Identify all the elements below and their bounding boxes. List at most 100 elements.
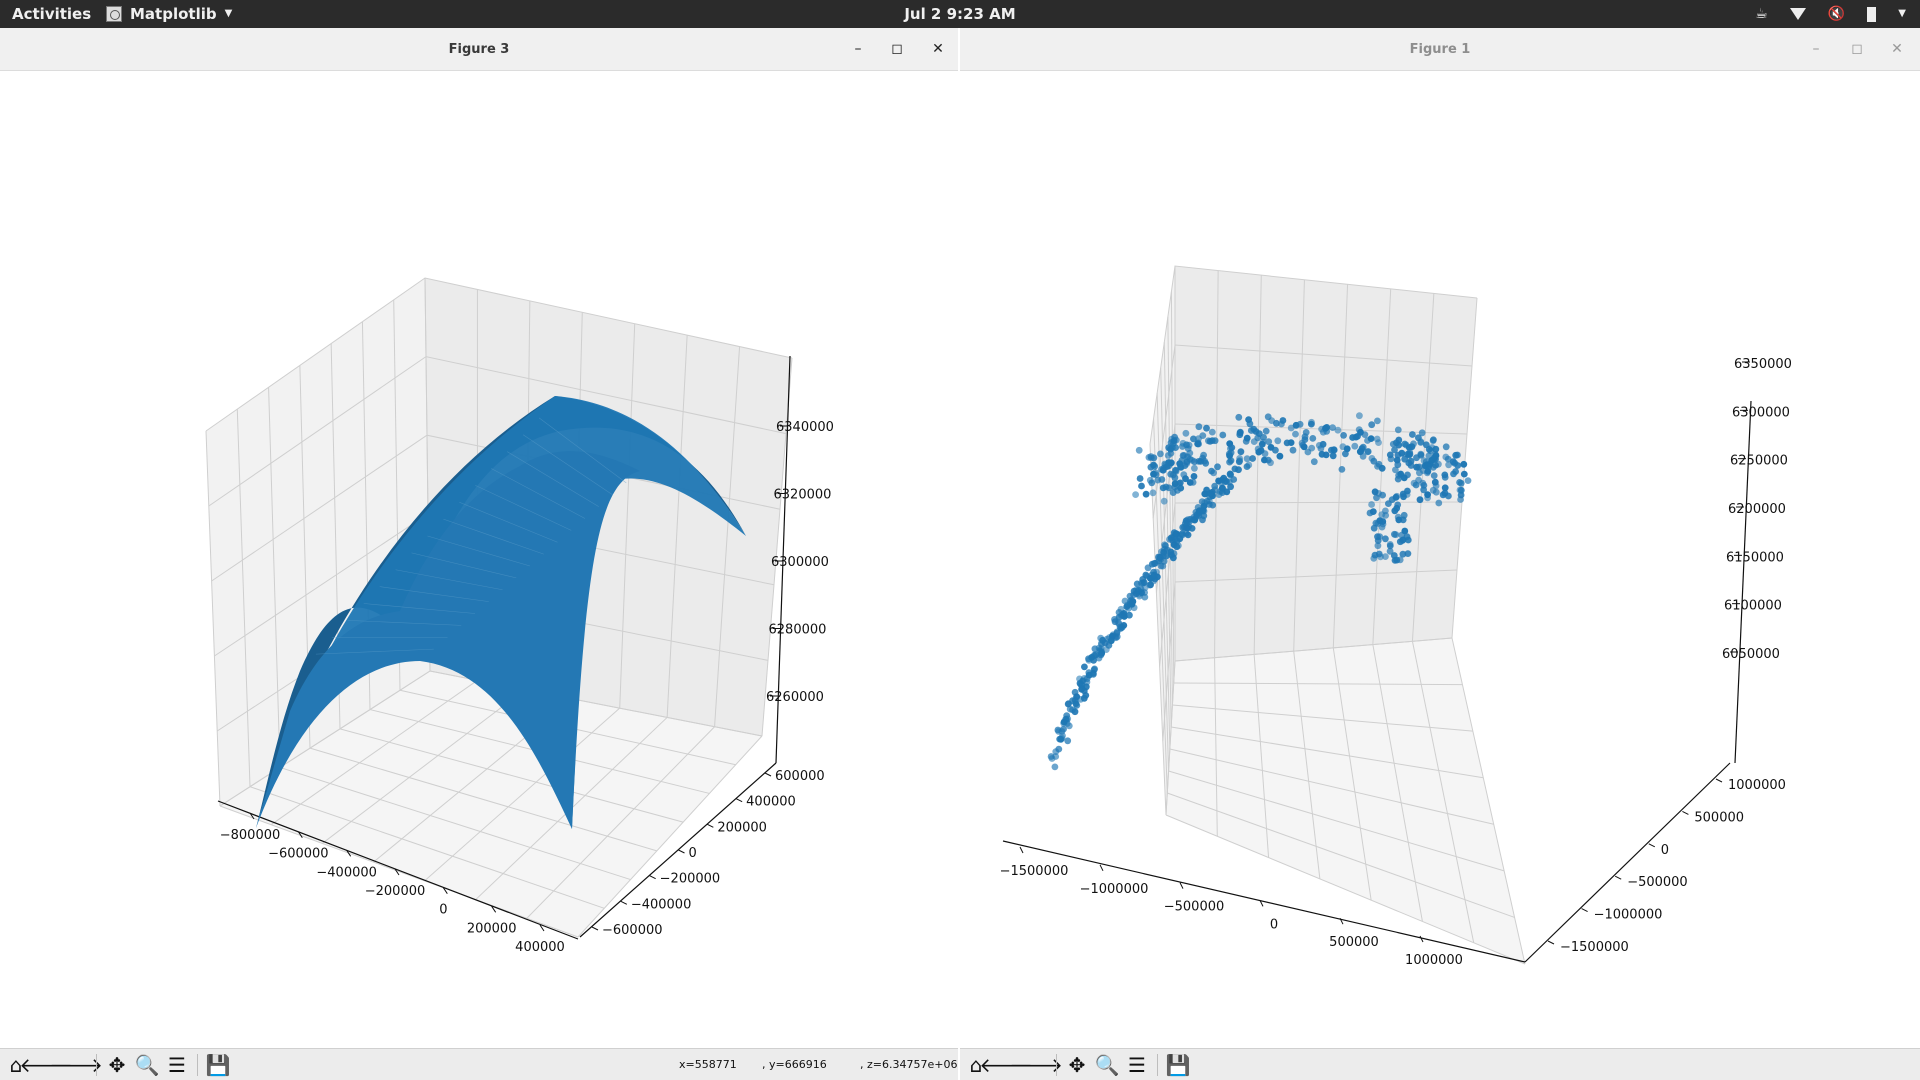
figure-1-canvas[interactable]: −1500000 −1000000 −500000 0 500000 1000000 100…	[960, 71, 1920, 1049]
zoom-icon[interactable]: 🔍	[134, 1053, 160, 1077]
coffee-icon[interactable]: ☕	[1755, 6, 1768, 22]
y-axis-tick-mark	[1715, 778, 1723, 783]
grid-line	[1293, 279, 1305, 652]
scatter-point	[1302, 429, 1310, 436]
scatter-point	[1368, 501, 1375, 508]
system-tray[interactable]: ☕ 🔇 ▼	[1755, 0, 1906, 28]
forward-arrow-icon[interactable]: 🡒	[49, 1053, 103, 1077]
grid-line	[1165, 637, 1453, 816]
chevron-down-icon[interactable]: ▼	[1898, 8, 1906, 19]
scatter-point	[1149, 489, 1157, 497]
grid-line	[1167, 316, 1173, 706]
app-menu[interactable]: Matplotlib ▼	[106, 0, 232, 28]
scatter-point	[1429, 463, 1437, 471]
scatter-point	[1424, 494, 1431, 502]
surface-plot-3d[interactable]: −800000 −600000 −400000 −200000 0 200000 40000…	[0, 71, 958, 1049]
window-titlebar[interactable]: Figure 1 – ◻ ✕	[960, 28, 1920, 71]
home-icon[interactable]: ⌂	[9, 1053, 23, 1077]
scatter-point	[1169, 471, 1177, 479]
activities-button[interactable]: Activities	[12, 5, 92, 23]
scatter-point	[1364, 448, 1372, 455]
grid-line	[1214, 657, 1218, 837]
coord-y-readout: , y=666916	[762, 1058, 827, 1071]
minimize-button[interactable]: –	[1812, 41, 1820, 57]
grid-line	[1169, 748, 1494, 825]
y-axis-tick-label: −400000	[631, 897, 692, 912]
scatter-point	[1351, 442, 1359, 450]
scatter-point	[1072, 700, 1080, 707]
scatter-point	[1148, 560, 1156, 568]
scatter-point	[1058, 734, 1066, 742]
scatter-point	[1113, 629, 1121, 637]
scatter-point	[1235, 413, 1243, 421]
maximize-button[interactable]: ◻	[1851, 41, 1863, 57]
figure-3-canvas[interactable]: −800000 −600000 −400000 −200000 0 200000 40000…	[0, 71, 958, 1049]
scatter-point	[1249, 455, 1256, 462]
scatter-point	[1120, 613, 1128, 620]
x-axis-tick-mark	[297, 831, 303, 838]
battery-icon[interactable]	[1867, 7, 1877, 22]
scatter-point	[1138, 482, 1145, 490]
zoom-icon[interactable]: 🔍	[1094, 1053, 1120, 1077]
scatter-point	[1394, 451, 1402, 459]
scatter-point	[1159, 466, 1167, 474]
scatter-point	[1435, 460, 1442, 468]
scatter-point	[1080, 675, 1088, 682]
scatter-point	[1190, 473, 1198, 480]
scatter-point	[1370, 524, 1378, 532]
scatter-point	[1116, 623, 1124, 631]
scatter-point	[1162, 542, 1169, 549]
x-axis-tick-label: 400000	[515, 940, 565, 955]
configure-subplots-icon[interactable]: ☰	[1128, 1053, 1146, 1077]
scatter-point	[1382, 553, 1389, 560]
scatter-point	[1405, 459, 1413, 467]
grid-line	[279, 766, 631, 881]
clock[interactable]: Jul 2 9:23 AM	[904, 5, 1016, 23]
save-icon[interactable]: 💾	[1165, 1053, 1191, 1077]
scatter-plot-3d[interactable]: −1500000 −1000000 −500000 0 500000 1000000 100…	[960, 71, 1920, 1049]
scatter-point	[1170, 437, 1178, 445]
scatter-point	[1243, 434, 1251, 442]
y-axis-tick-label: 400000	[746, 795, 796, 810]
pan-icon[interactable]: ✥	[108, 1053, 126, 1077]
scatter-point	[1395, 472, 1402, 479]
wifi-icon[interactable]	[1789, 8, 1806, 20]
close-button[interactable]: ✕	[1891, 41, 1903, 57]
scatter-point	[1219, 431, 1227, 439]
minimize-button[interactable]: –	[854, 41, 862, 57]
window-titlebar[interactable]: Figure 3 – ◻ ✕	[0, 28, 958, 71]
scatter-point	[1401, 527, 1409, 535]
scatter-point	[1195, 423, 1203, 431]
navigation-toolbar: ⌂ 🡐 🡒 ✥ 🔍 ☰ 💾	[960, 1048, 1920, 1080]
maximize-button[interactable]: ◻	[891, 41, 903, 57]
app-menu-label: Matplotlib	[130, 5, 217, 23]
scatter-point	[1176, 460, 1184, 468]
x-axis-tick-mark	[1019, 846, 1024, 854]
volume-muted-icon[interactable]: 🔇	[1827, 6, 1846, 22]
grid-line	[526, 726, 715, 919]
z-axis-line	[1734, 400, 1752, 764]
configure-subplots-icon[interactable]: ☰	[168, 1053, 186, 1077]
scatter-point	[1205, 501, 1213, 508]
grid-line	[1332, 647, 1372, 901]
scatter-point	[1182, 530, 1190, 537]
scatter-point	[1454, 451, 1461, 459]
grid-line	[1149, 265, 1478, 445]
surface-mesh-line	[427, 535, 531, 567]
home-icon[interactable]: ⌂	[969, 1053, 983, 1077]
scatter-point	[1202, 459, 1210, 467]
scatter-point	[1309, 435, 1317, 442]
forward-arrow-icon[interactable]: 🡒	[1009, 1053, 1063, 1077]
scatter-point	[1373, 435, 1381, 443]
y-axis-tick-mark	[1682, 810, 1689, 815]
x-axis-tick-mark	[1099, 864, 1104, 872]
pan-icon[interactable]: ✥	[1068, 1053, 1086, 1077]
save-icon[interactable]: 💾	[205, 1053, 231, 1077]
scatter-point	[1404, 471, 1411, 479]
scatter-point	[1374, 542, 1382, 550]
scatter-point	[1356, 448, 1364, 456]
y-axis-tick-label: −200000	[660, 872, 721, 887]
close-button[interactable]: ✕	[932, 41, 944, 57]
grid-line	[1411, 641, 1475, 943]
scatter-point	[1182, 475, 1189, 483]
